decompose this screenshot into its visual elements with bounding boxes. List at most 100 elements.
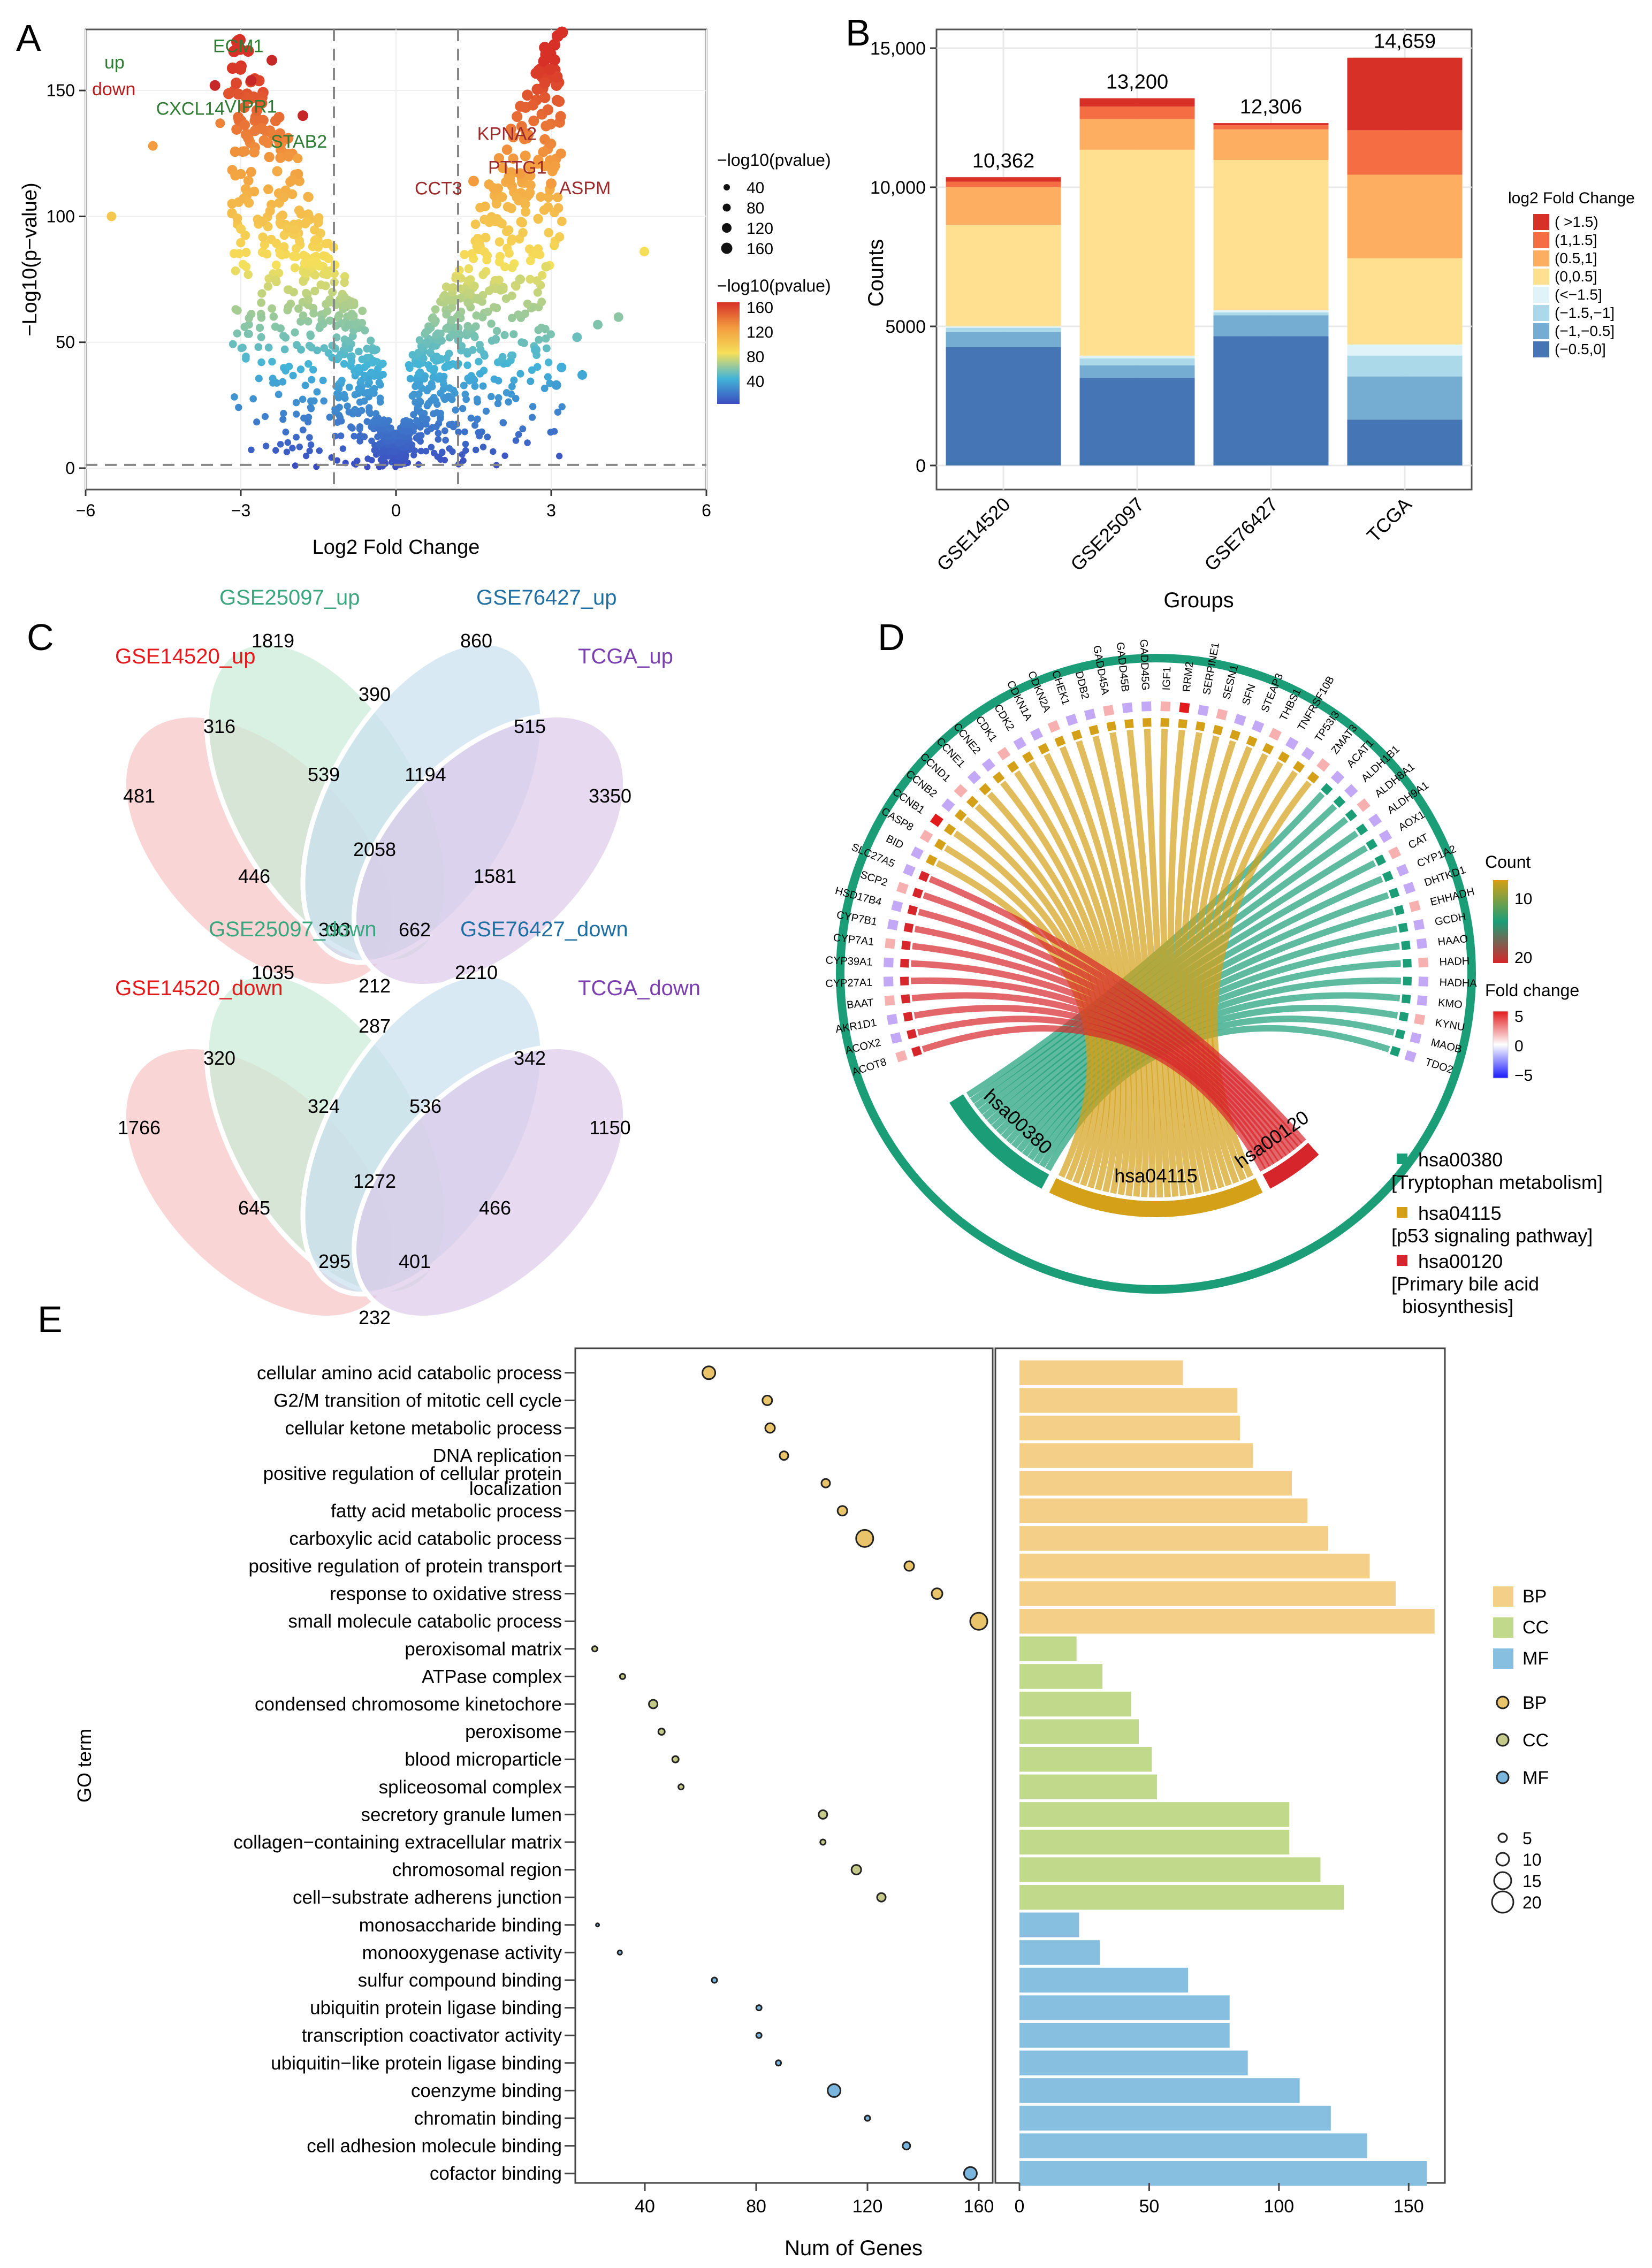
volcano-point [544,358,553,366]
chord-link [914,926,1295,1154]
go-dot [711,1976,718,1984]
volcano-point [408,350,417,359]
venn-region-count: 466 [479,1197,511,1219]
volcano-point [507,234,517,244]
go-bar [1019,1746,1152,1772]
fold-legend-0: 0 [1514,1037,1524,1055]
go-bar [1019,1360,1183,1386]
volcano-point [278,210,287,220]
go-bar [1019,1912,1079,1938]
volcano-point [482,407,490,415]
go-ylabel: GO term [73,1729,95,1803]
volcano-point [291,328,299,337]
volcano-xtick-label: 6 [702,501,711,520]
volcano-point [364,376,372,384]
volcano-label-point [515,168,526,179]
chord-gene-count-box [1398,1011,1409,1022]
chord-gene-fc-box [1197,705,1209,716]
volcano-point [428,444,435,450]
venn-region-count: 324 [308,1095,340,1117]
volcano-point [524,189,534,200]
volcano-point [432,353,441,361]
volcano-point [340,278,349,287]
volcano-ytick-label: 100 [47,207,75,226]
go-term-label: G2/M transition of mitotic cell cycle [273,1390,562,1411]
volcano-point [451,389,459,397]
chord-gene-fc-box [1251,720,1265,733]
volcano-point [230,170,241,181]
bar-legend-swatch [1533,287,1549,303]
chord-legend-name: [Primary bile acid [1391,1273,1539,1295]
chord-gene-count-box [907,905,918,916]
go-dot-xtick-label: 40 [635,2196,655,2217]
chord-gene-count-box [1390,1045,1401,1057]
volcano-point [223,88,234,100]
chord-gene-label: THBS1 [1277,686,1303,723]
volcano-point [228,45,240,57]
go-size-legend-dot [1497,1832,1508,1843]
volcano-point [321,281,330,291]
chord-gene-fc-box [1122,702,1133,713]
chord-gene-fc-box [941,798,955,812]
volcano-point [243,270,253,279]
volcano-point [491,198,501,209]
venn-region-count: 287 [359,1015,391,1037]
chord-gene-fc-box [1413,919,1425,930]
volcano-point [293,341,301,349]
volcano-point [470,219,481,230]
chord-gene-label: HSD17B4 [834,885,883,908]
volcano-point [454,311,462,320]
chord-gene-fc-box [887,919,899,930]
chord-link [918,908,1299,1150]
chord-gene-label: GADD45A [1091,645,1111,696]
volcano-point [275,128,286,139]
go-term-label: localization [469,1478,562,1499]
volcano-point [371,346,379,355]
volcano-xlabel: Log2 Fold Change [313,536,480,559]
chord-gene-fc-box [1316,758,1330,772]
chord-gene-count-box [1195,721,1206,731]
venn-region-count: 1035 [252,961,294,983]
volcano-point [544,228,554,238]
volcano-point [484,433,491,441]
volcano-point [257,358,265,366]
color-legend-title: −log10(pvalue) [717,276,831,295]
chord-legend-id: hsa00120 [1418,1250,1503,1272]
volcano-point [500,419,507,426]
go-size-legend-label: 10 [1522,1850,1542,1869]
chord-gene-count-box [992,771,1005,784]
volcano-point [447,303,456,312]
color-legend-label: 160 [747,299,773,317]
volcano-point [275,249,285,258]
venn-region-count: 539 [308,763,340,785]
volcano-point [367,368,376,377]
go-enrichment-plot: cellular amino acid catabolic process G2/… [73,1347,1549,2260]
volcano-point [345,383,353,391]
volcano-point [284,303,293,312]
volcano-point [306,447,313,454]
volcano-point [281,333,290,342]
bar-legend-swatch [1533,323,1549,339]
volcano-point [424,326,432,334]
volcano-point [449,330,458,339]
volcano-point [268,357,276,366]
go-bar-xtick-label: 0 [1015,2196,1025,2217]
bar-segment [1213,123,1329,126]
volcano-point [542,104,554,116]
volcano-point [487,319,496,328]
volcano-point [229,340,237,348]
volcano-point [279,242,289,251]
volcano-point [280,345,289,354]
chord-outer-ring [836,654,1476,1294]
bar-segment [1347,174,1463,258]
volcano-point [539,77,551,89]
volcano-point [299,311,308,320]
volcano-point [249,186,260,197]
bar-xlabel: Groups [1163,589,1234,612]
volcano-point [470,281,479,291]
go-size-legend-dot [1495,1852,1510,1867]
volcano-point [233,306,242,315]
venn-set-4 [352,1044,628,1320]
volcano-point [263,282,272,291]
chord-gene-fc-box [1030,728,1044,741]
